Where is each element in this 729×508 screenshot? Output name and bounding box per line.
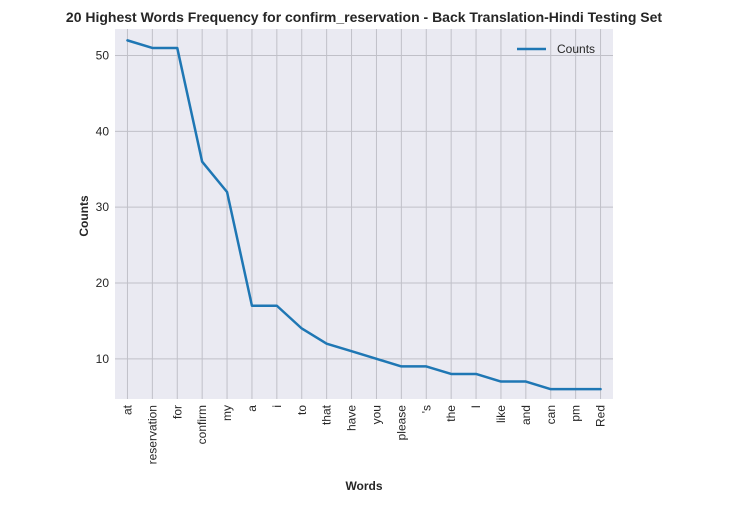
x-tick-label: please — [394, 405, 408, 441]
x-tick-label: the — [444, 405, 458, 422]
x-tick-label: like — [494, 405, 508, 423]
y-tick-label: 40 — [96, 124, 110, 138]
x-tick-label: that — [320, 404, 334, 425]
x-tick-label: I — [469, 405, 483, 408]
x-tick-label: have — [345, 405, 359, 431]
chart-title: 20 Highest Words Frequency for confirm_r… — [66, 9, 663, 25]
x-tick-label: you — [369, 405, 383, 424]
x-tick-label: for — [170, 405, 184, 419]
x-tick-label: pm — [569, 405, 583, 422]
x-tick-label: to — [295, 405, 309, 415]
x-tick-label: reservation — [145, 405, 159, 464]
y-tick-labels: 10 20 30 40 50 — [96, 49, 110, 366]
y-tick-label: 10 — [96, 352, 110, 366]
y-tick-label: 30 — [96, 200, 110, 214]
x-tick-label: Red — [594, 405, 608, 427]
x-tick-label: can — [544, 405, 558, 424]
plot-area — [115, 29, 613, 399]
x-tick-label: and — [519, 405, 533, 425]
y-axis-label: Counts — [77, 195, 91, 237]
x-axis-label: Words — [345, 479, 382, 493]
legend-label: Counts — [557, 42, 595, 56]
x-tick-label: 's — [419, 405, 433, 413]
y-tick-label: 20 — [96, 276, 110, 290]
x-tick-label: i — [270, 405, 284, 408]
x-tick-label: at — [120, 404, 134, 415]
x-tick-label: a — [245, 405, 259, 412]
x-tick-label: my — [220, 405, 234, 421]
y-tick-label: 50 — [96, 49, 110, 63]
x-tick-label: confirm — [195, 405, 209, 444]
